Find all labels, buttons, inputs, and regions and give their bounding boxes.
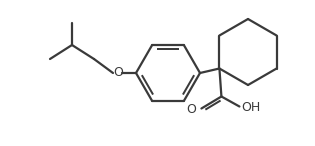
Text: OH: OH — [241, 101, 261, 114]
Text: O: O — [113, 66, 123, 80]
Text: O: O — [186, 103, 197, 116]
